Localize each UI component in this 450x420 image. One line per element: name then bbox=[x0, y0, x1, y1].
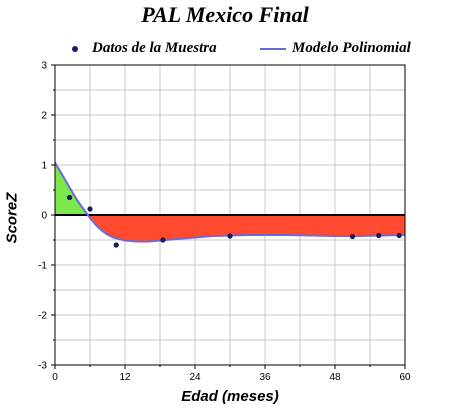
data-point bbox=[376, 232, 382, 239]
legend-label-datos: Datos de la Muestra bbox=[92, 40, 217, 56]
legend-item-modelo: Modelo Polinomial bbox=[260, 40, 411, 57]
y-tick-label: 0 bbox=[41, 211, 47, 222]
y-tick-label: 3 bbox=[41, 61, 47, 72]
legend: Datos de la Muestra Modelo Polinomial bbox=[0, 40, 450, 60]
data-point bbox=[160, 237, 166, 243]
x-axis-label: Edad (meses) bbox=[181, 388, 279, 405]
y-tick-label: 1 bbox=[41, 161, 47, 172]
legend-marker-line bbox=[260, 47, 286, 50]
data-point bbox=[227, 233, 233, 239]
x-tick-label: 12 bbox=[119, 372, 131, 383]
y-tick-label: -3 bbox=[38, 361, 47, 372]
legend-label-modelo: Modelo Polinomial bbox=[292, 40, 411, 56]
data-point bbox=[396, 232, 402, 239]
x-tick-label: 24 bbox=[189, 372, 201, 383]
x-tick-label: 36 bbox=[259, 372, 271, 383]
x-tick-label: 60 bbox=[399, 372, 411, 383]
data-point bbox=[113, 242, 119, 248]
legend-item-datos: Datos de la Muestra bbox=[72, 40, 217, 57]
data-point bbox=[66, 194, 73, 201]
data-point bbox=[87, 206, 93, 212]
data-point bbox=[349, 233, 356, 240]
y-tick-label: 2 bbox=[41, 111, 47, 122]
y-tick-label: -2 bbox=[38, 311, 47, 322]
chart-title: PAL Mexico Final bbox=[141, 2, 309, 27]
legend-marker-dot bbox=[72, 45, 78, 52]
y-tick-label: -1 bbox=[38, 261, 47, 272]
x-tick-label: 48 bbox=[329, 372, 341, 383]
x-tick-label: 0 bbox=[52, 372, 58, 383]
